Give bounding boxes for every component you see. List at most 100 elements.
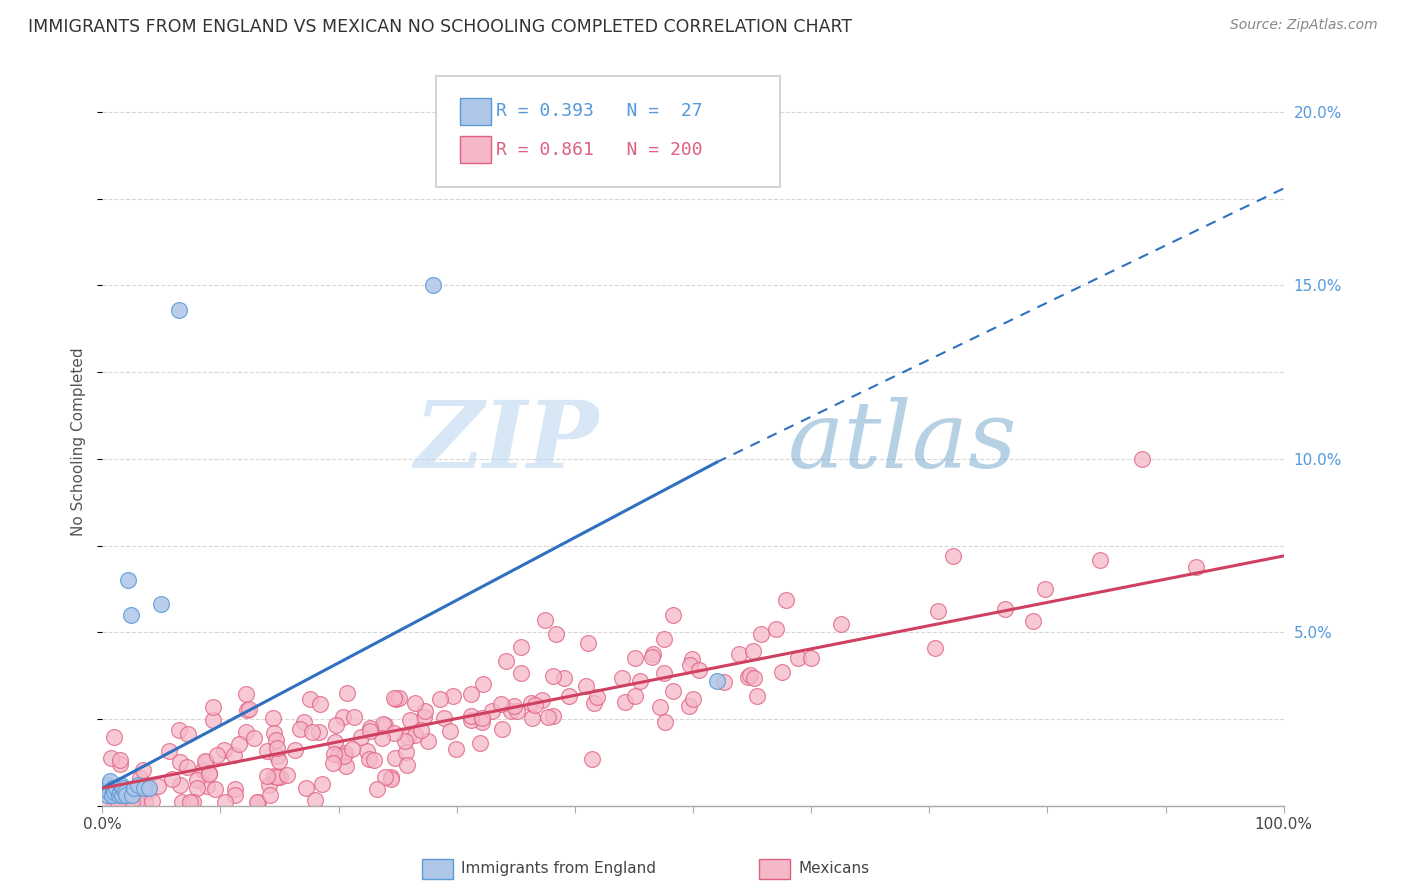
Point <box>654 632 676 646</box>
Point <box>537 710 560 724</box>
Point <box>630 673 652 688</box>
Point <box>749 627 772 641</box>
Point <box>546 626 568 640</box>
Point <box>481 704 503 718</box>
Point <box>129 771 152 785</box>
Point <box>111 795 134 809</box>
Point <box>385 692 408 706</box>
Point <box>122 781 145 796</box>
Point <box>127 778 149 792</box>
Point <box>531 693 554 707</box>
Point <box>336 686 359 700</box>
Point <box>263 725 285 739</box>
Point <box>332 709 354 723</box>
Point <box>246 795 269 809</box>
Point <box>745 689 768 703</box>
Point <box>127 780 149 794</box>
Point <box>503 699 526 714</box>
Point <box>359 722 381 736</box>
Point <box>107 795 129 809</box>
Point <box>510 640 533 654</box>
Point <box>800 651 823 665</box>
Point <box>470 711 492 725</box>
Point <box>295 781 318 796</box>
Point <box>157 744 180 758</box>
Point <box>108 753 131 767</box>
Point <box>112 781 135 796</box>
Point <box>246 795 269 809</box>
Point <box>256 744 278 758</box>
Point <box>416 734 439 748</box>
Point <box>266 770 288 784</box>
Point <box>121 788 143 802</box>
Point <box>585 690 607 704</box>
Point <box>775 593 797 607</box>
Point <box>186 773 208 788</box>
Point <box>581 752 603 766</box>
Point <box>688 663 710 677</box>
Point <box>108 785 131 799</box>
Text: Immigrants from England: Immigrants from England <box>461 862 657 876</box>
Point <box>104 795 127 809</box>
Point <box>160 772 183 786</box>
Point <box>108 757 131 772</box>
Point <box>404 728 426 742</box>
Point <box>179 795 201 809</box>
Point <box>323 747 346 761</box>
Point <box>505 704 527 718</box>
Point <box>304 793 326 807</box>
Point <box>167 302 190 317</box>
Point <box>415 704 437 718</box>
Point <box>181 795 204 809</box>
Point <box>371 731 394 746</box>
Point <box>266 732 288 747</box>
Point <box>186 780 208 795</box>
Point <box>333 747 356 761</box>
Point <box>388 690 411 705</box>
Point <box>765 623 787 637</box>
Point <box>491 697 513 711</box>
Point <box>460 709 482 723</box>
Point <box>134 783 156 797</box>
Point <box>284 742 307 756</box>
Point <box>136 784 159 798</box>
Point <box>366 781 388 796</box>
Point <box>101 781 124 796</box>
Point <box>399 713 422 727</box>
Point <box>333 749 356 764</box>
Point <box>520 696 543 710</box>
Point <box>325 718 347 732</box>
Point <box>738 667 761 681</box>
Point <box>439 724 461 739</box>
Point <box>197 766 219 780</box>
Point <box>311 777 333 791</box>
Point <box>97 778 120 792</box>
Point <box>115 788 138 802</box>
Text: R = 0.393   N =  27: R = 0.393 N = 27 <box>496 103 703 120</box>
Point <box>205 748 228 763</box>
Point <box>374 771 396 785</box>
Point <box>384 751 406 765</box>
Point <box>624 651 647 665</box>
Point <box>382 725 405 739</box>
Point <box>1184 560 1206 574</box>
Point <box>212 743 235 757</box>
Point <box>103 785 125 799</box>
Point <box>558 690 581 704</box>
Point <box>471 714 494 729</box>
Point <box>433 711 456 725</box>
Point <box>382 690 405 705</box>
Point <box>308 698 330 712</box>
Point <box>263 769 285 783</box>
Point <box>681 652 703 666</box>
Point <box>121 795 143 809</box>
Point <box>235 725 257 739</box>
Point <box>117 795 139 809</box>
Point <box>643 648 665 662</box>
Point <box>787 651 810 665</box>
Point <box>522 711 544 725</box>
Point <box>713 675 735 690</box>
Point <box>150 598 173 612</box>
Point <box>343 710 366 724</box>
Point <box>228 737 250 751</box>
